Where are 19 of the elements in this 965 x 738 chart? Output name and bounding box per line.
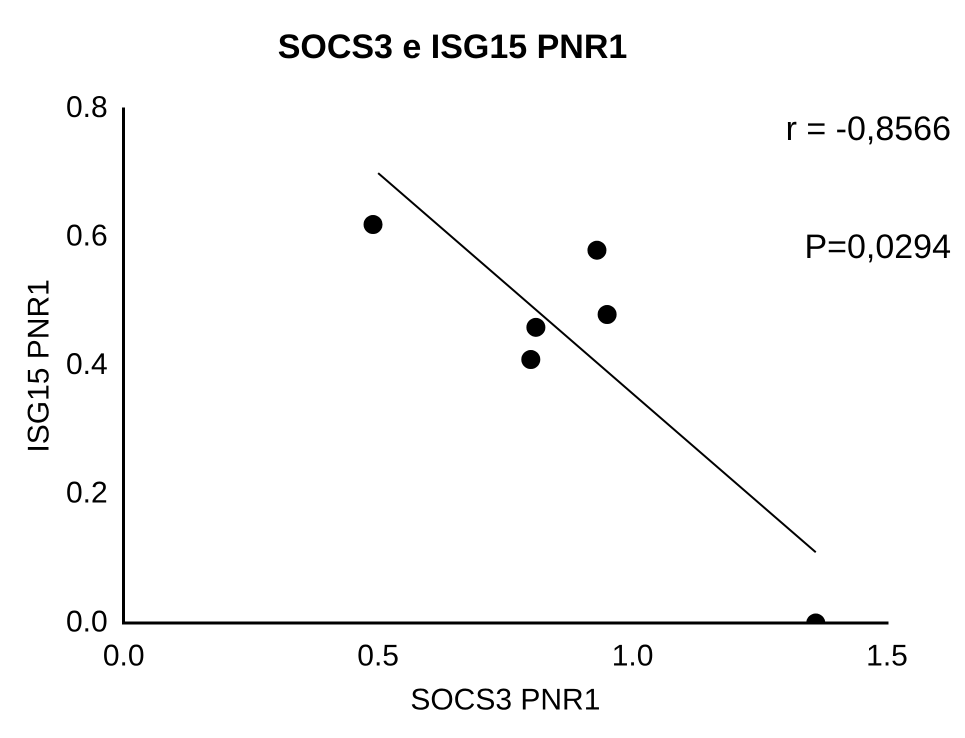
point bbox=[526, 318, 546, 337]
y-tick-label: 0.0 bbox=[66, 605, 108, 638]
chart-title: SOCS3 e ISG15 PNR1 bbox=[278, 28, 628, 66]
x-tick-label: 0.5 bbox=[357, 639, 399, 672]
y-tick-label: 0.6 bbox=[66, 220, 108, 253]
x-tick-label: 1.5 bbox=[866, 639, 908, 672]
x-tick-label: 0.0 bbox=[102, 639, 145, 672]
x-axis-title: SOCS3 PNR1 bbox=[410, 683, 600, 716]
y-axis-title: ISG15 PNR1 bbox=[22, 279, 56, 453]
point bbox=[364, 214, 383, 234]
y-tick-label: 0.2 bbox=[66, 476, 108, 510]
point bbox=[598, 304, 617, 324]
annotation: r = -0,8566 bbox=[786, 110, 951, 148]
y-tick-label: 0.8 bbox=[66, 91, 108, 124]
y-tick-label: 0.4 bbox=[66, 348, 108, 382]
x-tick-label: 1.0 bbox=[612, 639, 654, 672]
point bbox=[587, 240, 606, 260]
annotation: P=0,0294 bbox=[804, 228, 951, 266]
point bbox=[521, 350, 540, 369]
